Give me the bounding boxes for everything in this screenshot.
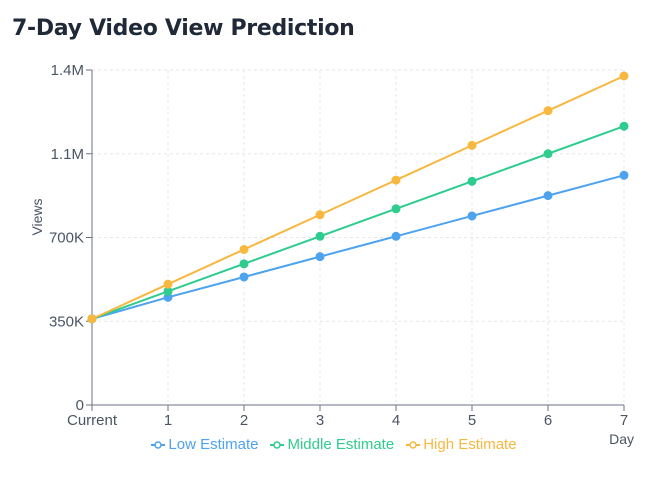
x-tick-label: 6 (544, 412, 552, 429)
y-tick-label: 350K (49, 313, 84, 330)
series-middle-estimate (87, 121, 629, 324)
data-point (315, 231, 325, 241)
y-tick-label: 1.4M (51, 62, 84, 79)
data-point (239, 244, 249, 254)
y-axis-label: Views (29, 198, 45, 235)
legend-label: Low Estimate (168, 436, 259, 453)
data-point (163, 286, 173, 296)
series-layer (87, 71, 629, 324)
chart-legend: Low Estimate Middle Estimate High Estimate (0, 436, 668, 453)
x-tick-label: 1 (164, 412, 172, 429)
legend-label: High Estimate (423, 436, 517, 453)
data-point (543, 106, 553, 116)
data-point (315, 252, 325, 262)
data-point (391, 204, 401, 214)
data-point (87, 314, 97, 324)
legend-swatch-icon (270, 440, 285, 449)
data-point (163, 279, 173, 289)
x-tick-label: Current (67, 412, 118, 429)
y-axis-ticks: 0 350K 700K 1.1M 1.4M (49, 62, 92, 414)
series-high-estimate (87, 71, 629, 324)
legend-item[interactable]: High Estimate (406, 436, 517, 453)
legend-item[interactable]: Low Estimate (151, 436, 258, 453)
data-point (543, 149, 553, 159)
x-tick-label: 7 (620, 412, 628, 429)
x-tick-label: 5 (468, 412, 476, 429)
data-point (619, 71, 629, 81)
y-tick-label: 0 (76, 397, 84, 414)
legend-swatch-icon (406, 440, 421, 449)
series-line (91, 75, 625, 320)
x-tick-label: 4 (392, 412, 400, 429)
x-tick-label: 3 (316, 412, 324, 429)
x-axis-label: Day (609, 431, 634, 447)
legend-label: Middle Estimate (287, 436, 395, 453)
data-point (619, 170, 629, 180)
data-point (543, 191, 553, 201)
x-tick-label: 2 (240, 412, 248, 429)
data-point (619, 121, 629, 131)
series-low-estimate (87, 170, 629, 324)
y-tick-label: 700K (49, 230, 84, 247)
x-axis-ticks: Current 1 2 3 4 5 6 7 (67, 405, 628, 429)
data-point (467, 176, 477, 186)
data-point (239, 259, 249, 269)
series-line (91, 125, 625, 320)
series-line (91, 174, 625, 320)
y-tick-label: 1.1M (51, 146, 84, 163)
legend-swatch-icon (151, 440, 166, 449)
data-point (391, 175, 401, 185)
data-point (239, 272, 249, 282)
legend-item[interactable]: Middle Estimate (270, 436, 394, 453)
grid-lines (92, 69, 625, 405)
chart-title: 7-Day Video View Prediction (12, 16, 355, 41)
data-point (467, 140, 477, 150)
data-point (315, 210, 325, 220)
data-point (391, 231, 401, 241)
data-point (467, 211, 477, 221)
